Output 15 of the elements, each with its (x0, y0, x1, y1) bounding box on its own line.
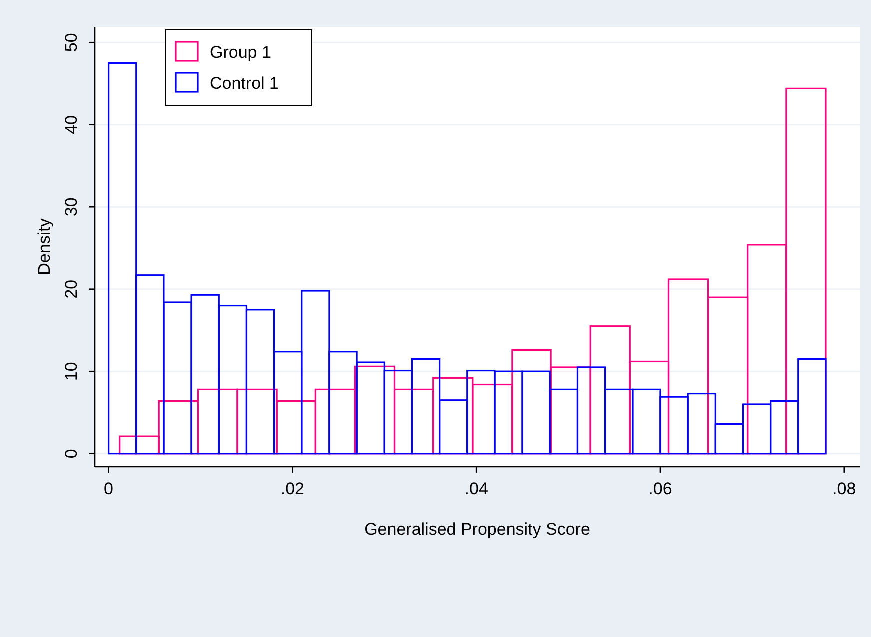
x-axis-title: Generalised Propensity Score (364, 520, 590, 539)
x-tick-label: .08 (832, 480, 856, 499)
x-tick-label: .04 (464, 480, 488, 499)
y-tick-label: 40 (62, 115, 81, 134)
y-tick-label: 20 (62, 280, 81, 299)
y-tick-label: 50 (62, 33, 81, 52)
legend-label: Group 1 (210, 43, 272, 62)
x-tick-label: 0 (104, 480, 114, 499)
y-tick-label: 30 (62, 198, 81, 217)
x-tick-label: .06 (648, 480, 672, 499)
legend-label: Control 1 (210, 74, 279, 93)
y-axis-title: Density (35, 218, 54, 276)
x-tick-label: .02 (280, 480, 305, 499)
y-tick-label: 0 (62, 449, 81, 459)
y-tick-label: 10 (62, 362, 81, 382)
